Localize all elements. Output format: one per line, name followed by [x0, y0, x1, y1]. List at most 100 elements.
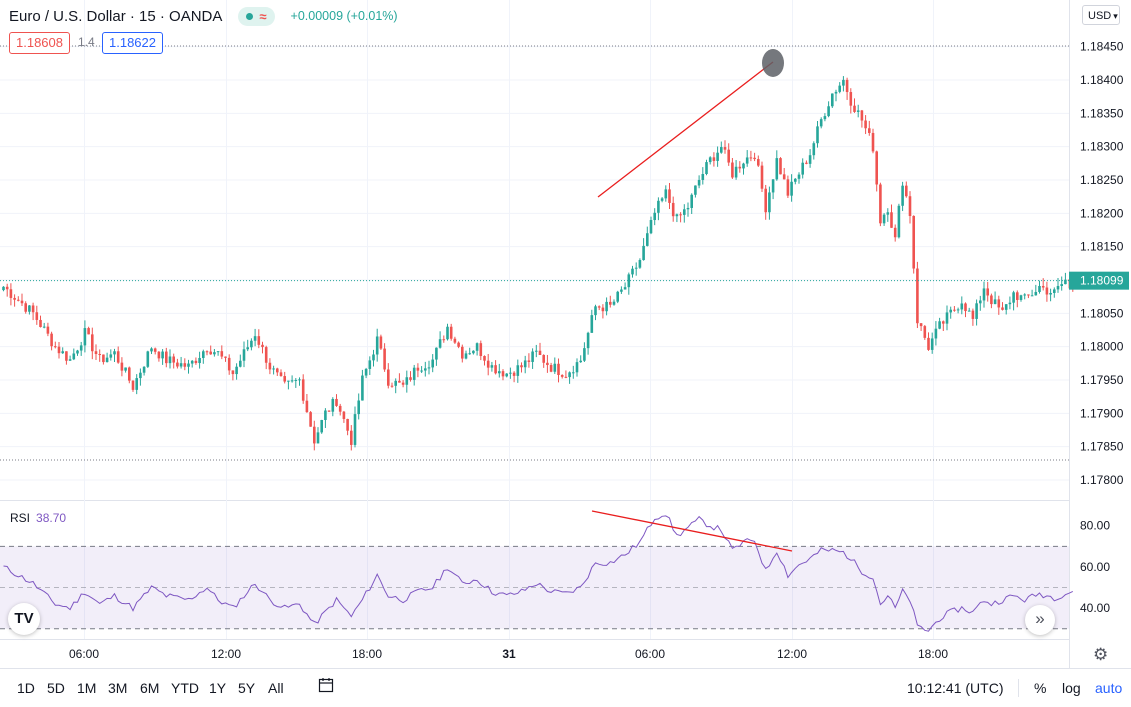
rsi-legend[interactable]: RSI 38.70	[10, 511, 66, 525]
range-all-button[interactable]: All	[268, 680, 284, 696]
market-status-pill[interactable]: ≈	[238, 6, 275, 26]
candle-body	[398, 380, 401, 383]
candle-body	[594, 306, 597, 316]
candle-body	[1049, 292, 1052, 295]
candle-body	[853, 105, 856, 112]
candle-body	[982, 288, 986, 301]
candle-body	[897, 205, 901, 238]
scroll-to-realtime-icon[interactable]: »	[1025, 605, 1055, 635]
candle-body	[609, 301, 612, 305]
candle-body	[997, 299, 1001, 308]
candle-body	[1034, 291, 1038, 296]
y-tick-label: 1.18400	[1080, 73, 1124, 87]
candle-body	[205, 351, 209, 353]
candle-body	[868, 128, 871, 133]
currency-select[interactable]: USD ▾	[1082, 5, 1120, 25]
candle-body	[76, 350, 79, 354]
range-5d-button[interactable]: 5D	[47, 680, 65, 696]
candle-body	[901, 185, 904, 206]
candle-body	[153, 348, 157, 352]
candle-body	[782, 174, 786, 180]
data-delay-icon: ≈	[259, 8, 267, 24]
candle-body	[560, 375, 564, 377]
candle-body	[575, 362, 579, 373]
rsi-y-tick-label: 40.00	[1080, 601, 1110, 615]
candle-body	[1008, 302, 1012, 305]
utc-clock[interactable]: 10:12:41 (UTC)	[907, 680, 1004, 696]
candle-body	[183, 363, 187, 367]
range-ytd-button[interactable]: YTD	[171, 680, 199, 696]
candle-body	[239, 360, 242, 367]
candle-body	[453, 338, 457, 343]
log-scale-button[interactable]: log	[1062, 680, 1081, 696]
range-5y-button[interactable]: 5Y	[238, 680, 256, 696]
tradingview-logo-icon[interactable]: TV	[8, 603, 40, 635]
x-tick-label: 31	[502, 647, 516, 661]
candle-body	[757, 159, 760, 166]
candle-body	[350, 430, 353, 445]
candle-body	[905, 185, 908, 197]
range-1y-button[interactable]: 1Y	[209, 680, 227, 696]
candle-body	[620, 289, 623, 292]
candle-body	[279, 372, 283, 377]
chart-canvas[interactable]: 06:00 12:00 18:00 31 06:00 12:00 18:00 1.18450 1…	[0, 0, 1131, 668]
buy-price-button[interactable]: 1.18622	[102, 32, 163, 54]
candle-body	[679, 214, 682, 216]
candle-body	[827, 106, 830, 117]
candle-body	[938, 321, 941, 329]
candle-body	[190, 360, 194, 364]
settings-gear-icon[interactable]: ⚙	[1093, 645, 1109, 664]
candle-body	[649, 220, 653, 234]
candle-body	[46, 326, 50, 334]
candle-body	[479, 343, 483, 357]
rsi-label: RSI	[10, 511, 31, 525]
candle-body	[124, 367, 127, 371]
candle-body	[509, 372, 512, 374]
candle-body	[87, 328, 90, 335]
candle-body	[686, 207, 690, 210]
candle-body	[623, 287, 627, 290]
candle-body	[342, 411, 346, 419]
sell-price-button[interactable]: 1.18608	[9, 32, 70, 54]
candle-body	[31, 305, 35, 313]
candle-body	[712, 157, 716, 161]
range-3m-button[interactable]: 3M	[108, 680, 128, 696]
candle-body	[660, 198, 664, 201]
candle-body	[353, 414, 357, 445]
calendar-icon[interactable]	[318, 677, 334, 693]
range-1m-button[interactable]: 1M	[77, 680, 97, 696]
candle-body	[131, 380, 135, 390]
percent-scale-button[interactable]: %	[1034, 680, 1047, 696]
candle-body	[68, 359, 72, 361]
rsi-divergence-line	[591, 510, 793, 552]
candle-body	[967, 310, 971, 312]
candle-body	[9, 289, 13, 298]
candle-body	[91, 334, 94, 352]
candle-body	[109, 354, 113, 358]
range-1d-button[interactable]: 1D	[17, 680, 35, 696]
candle-body	[364, 368, 368, 376]
candle-body	[601, 307, 605, 312]
auto-scale-button[interactable]: auto	[1095, 680, 1123, 696]
candle-body	[856, 110, 860, 112]
range-6m-button[interactable]: 6M	[140, 680, 160, 696]
candle-body	[361, 375, 364, 401]
candle-body	[675, 214, 679, 217]
candle-body	[316, 432, 320, 444]
candle-body	[102, 354, 105, 363]
candle-body	[871, 132, 875, 152]
candle-body	[412, 367, 416, 380]
candle-body	[57, 346, 61, 354]
candle-body	[864, 120, 867, 129]
candle-body	[61, 351, 64, 354]
candle-body	[42, 326, 46, 328]
symbol-title[interactable]: Euro / U.S. Dollar · 15 · OANDA	[9, 7, 223, 25]
candle-body	[642, 245, 645, 261]
y-tick-label: 1.18050	[1080, 306, 1124, 320]
candle-body	[257, 336, 261, 345]
candle-body	[383, 348, 386, 370]
spread-value: 1.4	[78, 35, 95, 49]
candle-body	[1060, 284, 1063, 286]
candle-body	[24, 303, 27, 312]
candle-body	[942, 321, 945, 324]
